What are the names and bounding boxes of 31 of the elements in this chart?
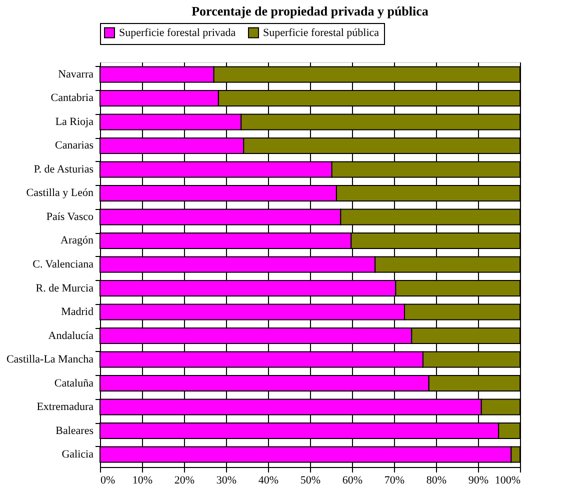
x-tick-label: 10% xyxy=(132,474,153,486)
y-tick-label: Castilla y León xyxy=(26,187,94,200)
y-tick-label: Madrid xyxy=(61,306,94,318)
y-tick-label: Aragón xyxy=(60,234,94,247)
chart-title: Porcentaje de propiedad privada y pública xyxy=(192,4,429,18)
y-tick-label: País Vasco xyxy=(46,210,94,223)
y-tick-label: P. de Asturias xyxy=(34,163,94,176)
x-tick-label: 90% xyxy=(468,474,489,486)
x-tick-label: 70% xyxy=(384,474,405,486)
y-tick-label: Galicia xyxy=(62,448,94,461)
y-tick-label: Cantabria xyxy=(50,92,94,104)
x-tick-label: 20% xyxy=(174,474,195,486)
x-tick-label: 60% xyxy=(342,474,363,486)
y-tick-label: Cataluña xyxy=(54,377,94,390)
y-tick-label: Castilla-La Mancha xyxy=(6,354,94,366)
x-tick-label: 30% xyxy=(216,474,237,486)
legend-label: Superficie forestal pública xyxy=(263,26,380,39)
y-tick-label: C. Valenciana xyxy=(32,258,94,270)
x-tick-label: 40% xyxy=(258,474,279,486)
y-tick-label: R. de Murcia xyxy=(36,282,94,294)
y-tick-label: Baleares xyxy=(56,424,94,437)
y-tick-label: Andalucía xyxy=(48,330,94,342)
x-tick-label: 80% xyxy=(426,474,447,486)
y-tick-label: Extremadura xyxy=(36,401,94,414)
x-tick-label: 100% xyxy=(494,474,520,486)
x-tick-label: 50% xyxy=(300,474,321,486)
x-tick-label: 0% xyxy=(100,474,116,486)
y-tick-label: Navarra xyxy=(58,68,94,80)
y-tick-label: La Rioja xyxy=(55,116,94,128)
y-tick-label: Canarias xyxy=(55,140,94,152)
legend-label: Superficie forestal privada xyxy=(119,26,236,39)
